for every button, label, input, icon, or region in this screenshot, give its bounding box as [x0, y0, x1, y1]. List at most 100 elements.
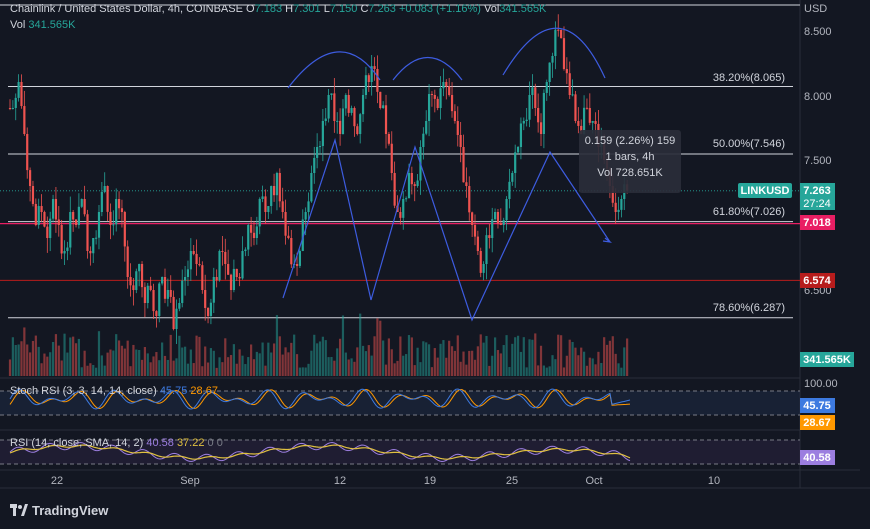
candle-body	[307, 201, 310, 212]
tooltip-line-1: 0.159 (2.26%) 159	[584, 135, 676, 147]
volume-bar	[488, 365, 491, 376]
volume-bar	[505, 335, 508, 376]
candle-body	[551, 56, 554, 63]
candle-body	[505, 199, 508, 221]
volume-bar	[471, 350, 474, 376]
volume-bar	[511, 343, 514, 376]
candle-body	[23, 106, 26, 134]
volume-bar	[192, 363, 195, 376]
volume-bar	[40, 363, 43, 376]
fib-label: 50.00%(7.546)	[713, 138, 785, 150]
candle-body	[178, 303, 181, 309]
candle-body	[161, 277, 164, 284]
volume-bar	[77, 338, 80, 376]
candle-body	[28, 170, 32, 186]
time-tick: 25	[506, 475, 518, 487]
volume-bar	[545, 367, 548, 376]
volume-bar	[183, 346, 187, 376]
candle-body	[201, 265, 204, 290]
candle-body	[66, 247, 69, 251]
high-label: H	[285, 3, 294, 15]
volume-bar	[557, 334, 560, 376]
stoch-k-value: 45.75	[159, 385, 188, 397]
volume-bar	[215, 367, 218, 376]
candle-body	[356, 126, 359, 134]
volume-bar	[206, 362, 210, 376]
candle-body	[324, 118, 327, 121]
candle-body	[493, 212, 497, 220]
volume-legend[interactable]: Vol 341.565K	[10, 19, 75, 31]
tooltip-line-2: 1 bars, 4h	[605, 151, 655, 163]
candle-body	[430, 94, 434, 96]
volume-bar	[60, 360, 63, 376]
volume-bar	[571, 342, 574, 376]
candle-body	[384, 105, 388, 134]
volume-bar	[321, 336, 324, 376]
volume-bar	[304, 367, 307, 376]
volume-bar	[514, 337, 517, 376]
volume-bar	[212, 350, 215, 376]
volume-bar	[393, 363, 396, 376]
volume-bar	[605, 344, 609, 376]
candle-body	[439, 88, 442, 108]
candle-body	[46, 226, 49, 238]
bar-countdown: 27:24	[803, 198, 831, 210]
symbol-badge	[738, 183, 792, 198]
price-tick: 7.500	[804, 155, 832, 167]
volume-bar	[149, 362, 152, 376]
candle-body	[17, 82, 20, 98]
volume-bar	[49, 352, 52, 376]
rsi-legend[interactable]: RSI (14, close, SMA, 14, 2) 40.58 37.22 …	[10, 437, 223, 449]
volume-bar	[158, 360, 161, 376]
candle-body	[413, 184, 416, 186]
volume-bar	[186, 363, 190, 376]
candle-body	[359, 114, 362, 134]
volume-bar	[301, 367, 304, 376]
volume-bar	[491, 355, 494, 376]
candle-body	[175, 308, 178, 329]
candle-body	[528, 95, 531, 120]
candle-body	[508, 181, 511, 199]
candle-body	[43, 212, 46, 227]
volume-bar	[227, 357, 230, 376]
candle-body	[453, 111, 457, 121]
volume-bar	[591, 358, 594, 376]
volume-bar	[209, 348, 213, 376]
candle-body	[514, 152, 517, 173]
volume-bar	[459, 361, 462, 376]
candle-body	[195, 253, 198, 264]
candle-body	[333, 93, 336, 121]
candle-body	[537, 108, 540, 123]
candle-body	[465, 182, 468, 186]
candle-body	[212, 277, 215, 303]
symbol-legend[interactable]: Chainlink / United States Dollar, 4h, CO…	[10, 3, 546, 15]
volume-bar	[270, 352, 273, 376]
candle-body	[361, 95, 365, 115]
tradingview-brand[interactable]: TradingView	[10, 503, 108, 518]
volume-bar	[252, 359, 256, 376]
candle-body	[204, 290, 207, 308]
candle-body	[516, 147, 520, 153]
candles	[8, 14, 629, 345]
candle-body	[166, 290, 169, 299]
price-tick: 8.500	[804, 26, 832, 38]
candle-body	[115, 199, 118, 225]
volume-bar	[275, 315, 279, 376]
volume-bar	[330, 356, 333, 376]
volume-bar	[364, 351, 368, 376]
level-badge-1-text: 7.018	[803, 217, 831, 229]
candle-body	[235, 268, 238, 277]
time-tick: Oct	[585, 475, 602, 487]
stoch-rsi-legend[interactable]: Stoch RSI (3, 3, 14, 14, close) 45.75 28…	[10, 385, 218, 397]
volume-bar	[284, 347, 287, 376]
stoch-d-badge-text: 28.67	[803, 417, 831, 429]
volume-bar	[327, 357, 330, 376]
candle-body	[20, 82, 23, 107]
volume-bar	[367, 345, 370, 376]
volume-bar	[436, 357, 439, 376]
volume-bar	[548, 366, 551, 376]
volume-bar	[502, 345, 505, 376]
volume-bar	[350, 358, 353, 376]
volume-bar	[74, 343, 78, 376]
